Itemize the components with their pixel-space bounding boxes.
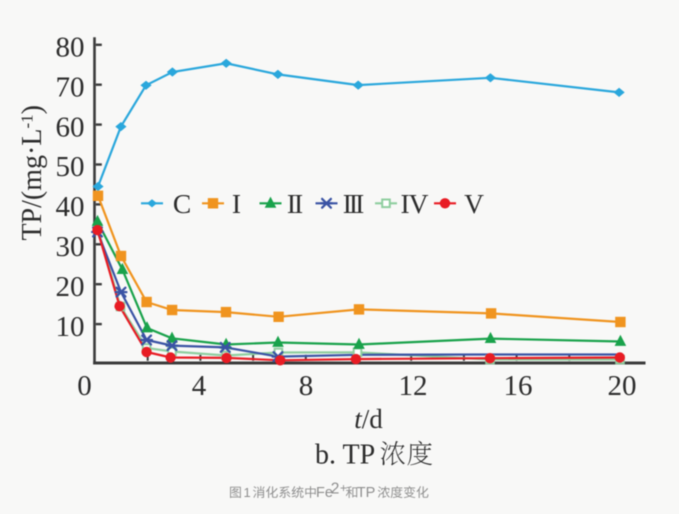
svg-text:12: 12 bbox=[399, 370, 428, 402]
svg-text:C: C bbox=[173, 188, 191, 219]
svg-text:IV: IV bbox=[400, 188, 428, 219]
svg-text:4: 4 bbox=[192, 370, 207, 402]
svg-text:20: 20 bbox=[56, 271, 85, 303]
svg-text:8: 8 bbox=[299, 370, 314, 402]
svg-text:0: 0 bbox=[77, 370, 92, 402]
svg-text:t/d: t/d bbox=[354, 404, 383, 434]
svg-text:V: V bbox=[464, 188, 484, 219]
svg-text:30: 30 bbox=[56, 231, 85, 263]
svg-text:b. TP: b. TP bbox=[315, 439, 375, 470]
svg-text:80: 80 bbox=[56, 32, 85, 64]
svg-text:2: 2 bbox=[331, 481, 340, 498]
svg-text:60: 60 bbox=[56, 111, 85, 143]
svg-text:II: II bbox=[287, 188, 303, 219]
svg-text:40: 40 bbox=[56, 191, 85, 223]
svg-text:I: I bbox=[232, 188, 241, 219]
svg-text:20: 20 bbox=[608, 370, 637, 402]
svg-text:TP: TP bbox=[357, 485, 376, 501]
svg-text:70: 70 bbox=[56, 71, 85, 103]
svg-text:III: III bbox=[343, 188, 364, 219]
svg-text:16: 16 bbox=[504, 370, 533, 402]
svg-text:50: 50 bbox=[56, 151, 85, 183]
svg-text:10: 10 bbox=[56, 311, 85, 343]
svg-text:Fe: Fe bbox=[316, 485, 333, 501]
svg-text:1: 1 bbox=[244, 485, 251, 500]
svg-text:+: + bbox=[340, 481, 347, 495]
